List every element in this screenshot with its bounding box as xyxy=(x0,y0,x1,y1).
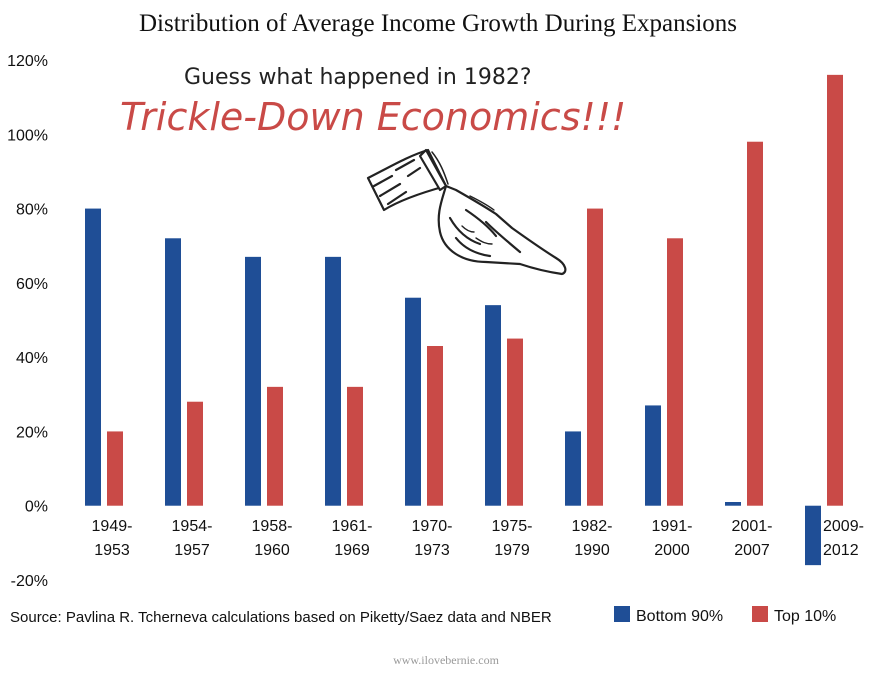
pointing-hand-icon xyxy=(366,148,567,276)
y-tick-label: 100% xyxy=(7,127,48,144)
x-tick-label: 1970-1973 xyxy=(412,518,453,559)
y-tick-label: 20% xyxy=(16,424,48,441)
legend-label-top: Top 10% xyxy=(774,608,836,625)
y-tick-label: 60% xyxy=(16,276,48,293)
x-tick-label: 1991-2000 xyxy=(652,518,693,559)
bar-bottom-90 xyxy=(245,256,261,506)
y-tick-label: -20% xyxy=(11,573,48,590)
bar-bottom-90 xyxy=(645,405,661,506)
x-tick-label: 2001-2007 xyxy=(732,518,773,559)
source-note: Source: Pavlina R. Tcherneva calculation… xyxy=(10,609,552,626)
bar-bottom-90 xyxy=(725,502,741,506)
bar-top-10 xyxy=(747,141,763,506)
chart-title: Distribution of Average Income Growth Du… xyxy=(139,10,737,37)
bar-top-10 xyxy=(107,431,123,506)
x-tick-label: 1975-1979 xyxy=(492,518,533,559)
bar-bottom-90 xyxy=(805,505,821,566)
x-tick-label: 1954-1957 xyxy=(172,518,213,559)
y-axis: -20% 0% 20% 40% 60% 80% 100% 120% xyxy=(7,53,48,590)
bar-top-10 xyxy=(427,346,443,506)
bar-bottom-90 xyxy=(165,238,181,506)
x-tick-label: 1982-1990 xyxy=(572,518,613,559)
x-tick-label: 1949-1953 xyxy=(92,518,133,559)
y-tick-label: 120% xyxy=(7,53,48,70)
bar-bottom-90 xyxy=(85,208,101,506)
x-tick-label: 2009-2012 xyxy=(823,518,864,559)
bar-top-10 xyxy=(507,338,523,506)
bar-bottom-90 xyxy=(485,305,501,506)
x-tick-label: 1958-1960 xyxy=(252,518,293,559)
watermark: www.ilovebernie.com xyxy=(393,653,500,667)
bar-top-10 xyxy=(827,74,843,506)
bar-bottom-90 xyxy=(325,256,341,506)
annotation-headline: Trickle-Down Economics!!! xyxy=(120,95,626,139)
bar-top-10 xyxy=(587,208,603,506)
bar-top-10 xyxy=(267,386,283,506)
y-tick-label: 0% xyxy=(25,499,48,516)
bar-bottom-90 xyxy=(565,431,581,506)
y-tick-label: 80% xyxy=(16,202,48,219)
annotation-question: Guess what happened in 1982? xyxy=(184,65,532,90)
legend-swatch-bottom xyxy=(614,606,630,622)
bar-top-10 xyxy=(347,386,363,506)
y-tick-label: 40% xyxy=(16,350,48,367)
legend-label-bottom: Bottom 90% xyxy=(636,608,723,625)
bar-top-10 xyxy=(187,401,203,506)
bars xyxy=(85,74,843,566)
category-labels: 1949-1953 1954-1957 1958-1960 1961-1969 1970… xyxy=(92,518,864,559)
x-tick-label: 1961-1969 xyxy=(332,518,373,559)
bar-top-10 xyxy=(667,238,683,506)
bar-bottom-90 xyxy=(405,297,421,506)
legend-swatch-top xyxy=(752,606,768,622)
